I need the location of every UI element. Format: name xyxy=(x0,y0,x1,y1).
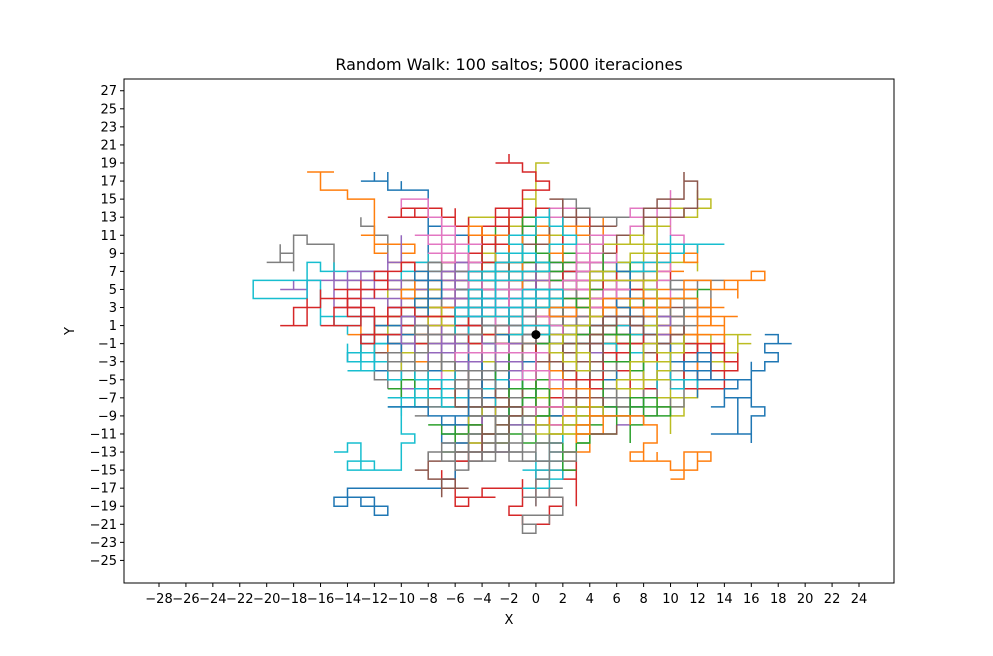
x-tick-label: −6 xyxy=(446,592,465,607)
origin-marker xyxy=(531,330,541,340)
chart-title: Random Walk: 100 saltos; 5000 iteracione… xyxy=(335,55,682,74)
x-tick-label: −16 xyxy=(307,592,334,607)
x-tick-label: 18 xyxy=(770,592,787,607)
walk-path xyxy=(535,270,685,390)
x-tick-label: 12 xyxy=(689,592,706,607)
y-tick-label: 7 xyxy=(109,265,117,280)
x-tick-label: −10 xyxy=(388,592,415,607)
walk-path xyxy=(427,333,578,471)
y-tick-label: −23 xyxy=(90,536,117,551)
x-tick-label: −24 xyxy=(199,592,226,607)
y-tick-label: 13 xyxy=(100,211,117,226)
y-tick-label: 5 xyxy=(109,283,117,298)
x-tick-label: 16 xyxy=(743,592,760,607)
y-tick-label: −25 xyxy=(90,554,117,569)
y-tick-label: 19 xyxy=(100,157,117,172)
x-tick-label: 22 xyxy=(824,592,841,607)
y-tick-label: −5 xyxy=(98,373,117,388)
y-tick-label: 21 xyxy=(100,138,117,153)
y-tick-label: 25 xyxy=(100,102,117,117)
walk-path xyxy=(467,208,578,336)
x-tick-label: 24 xyxy=(851,592,868,607)
walk-path xyxy=(454,262,563,336)
x-tick-label: 20 xyxy=(797,592,814,607)
x-tick-label: −4 xyxy=(472,592,491,607)
y-tick-label: −1 xyxy=(98,337,117,352)
y-tick-label: 23 xyxy=(100,120,117,135)
y-tick-label: −19 xyxy=(90,500,117,515)
y-tick-label: 1 xyxy=(109,319,117,334)
x-tick-label: −14 xyxy=(334,592,361,607)
y-tick-label: −13 xyxy=(90,446,117,461)
x-axis-label: X xyxy=(505,613,514,628)
x-tick-label: 0 xyxy=(532,592,540,607)
x-tick-label: 6 xyxy=(613,592,621,607)
y-tick-label: 27 xyxy=(100,84,117,99)
x-tick-label: −20 xyxy=(253,592,280,607)
y-tick-label: 15 xyxy=(100,193,117,208)
y-tick-label: −21 xyxy=(90,518,117,533)
x-tick-label: 2 xyxy=(559,592,567,607)
y-axis-label: Y xyxy=(63,327,78,336)
y-tick-label: 11 xyxy=(100,229,117,244)
y-tick-label: 9 xyxy=(109,247,117,262)
y-tick-label: −7 xyxy=(98,391,117,406)
walk-paths xyxy=(252,154,792,535)
x-tick-label: −18 xyxy=(280,592,307,607)
origin-layer xyxy=(531,330,541,340)
y-tick-label: −17 xyxy=(90,482,117,497)
x-tick-label: −28 xyxy=(145,592,172,607)
x-tick-label: 14 xyxy=(716,592,733,607)
x-tick-label: 4 xyxy=(586,592,594,607)
x-tick-label: 8 xyxy=(639,592,647,607)
y-tick-label: −11 xyxy=(90,427,117,442)
x-tick-label: −12 xyxy=(361,592,388,607)
x-tick-label: −26 xyxy=(172,592,199,607)
x-tick-label: 10 xyxy=(662,592,679,607)
y-tick-label: −9 xyxy=(98,409,117,424)
x-axis-ticks: −28 −26 −24 −22 −20 −18 −16 −14 −12 −10 −8 −6 −4 −2 0 2… xyxy=(145,583,867,607)
x-tick-label: −22 xyxy=(226,592,253,607)
x-tick-label: −2 xyxy=(499,592,518,607)
y-tick-label: 3 xyxy=(109,301,117,316)
x-tick-label: −8 xyxy=(419,592,438,607)
y-tick-label: −3 xyxy=(98,355,117,370)
y-tick-label: −15 xyxy=(90,464,117,479)
y-axis-ticks: −25−23−21−19−17−15−13−11−9−7−5−3−1135791… xyxy=(90,84,124,569)
walk-path xyxy=(522,315,618,372)
y-tick-label: 17 xyxy=(100,175,117,190)
